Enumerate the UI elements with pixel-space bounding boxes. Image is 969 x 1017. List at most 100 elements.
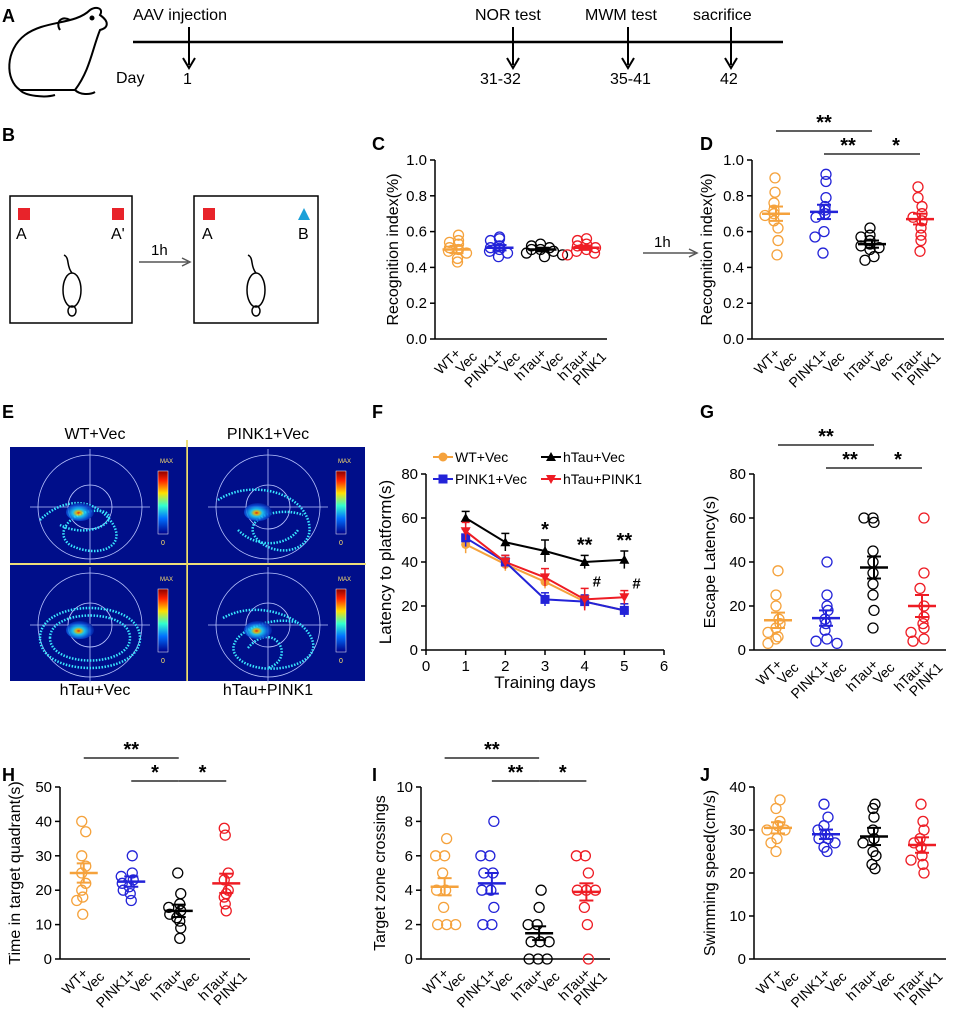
data-point xyxy=(218,822,230,834)
timeline-event-label: NOR test xyxy=(475,7,541,24)
swim-trajectory xyxy=(38,606,142,670)
data-point xyxy=(771,249,783,261)
y-tick-label: 80 xyxy=(401,466,418,483)
arena-box-2 xyxy=(193,195,319,324)
heat-hotspot xyxy=(244,503,272,521)
panel-label: D xyxy=(700,134,713,154)
significance-label: # xyxy=(632,576,641,593)
heatmap-title: hTau+PINK1 xyxy=(223,682,313,699)
y-tick-label: 1.0 xyxy=(723,152,744,169)
heat-colorbar xyxy=(157,588,169,653)
swim-trajectory xyxy=(39,501,118,553)
data-point xyxy=(818,798,830,810)
y-tick-label: 0.6 xyxy=(723,224,744,241)
data-point xyxy=(492,251,505,263)
data-point xyxy=(76,815,88,828)
data-point xyxy=(218,874,230,886)
swim-trajectory xyxy=(217,488,311,552)
colorbar-max-label: MAX xyxy=(160,459,173,465)
panel-e: E MAX0WT+VecMAX0PINK1+VecMAX0hTau+VecMAX… xyxy=(2,402,366,699)
data-point xyxy=(76,884,88,896)
y-tick-label: 0.4 xyxy=(406,259,427,276)
panel-label: F xyxy=(372,402,383,422)
y-tick-label: 0.8 xyxy=(723,188,744,205)
data-point xyxy=(912,181,924,193)
data-point xyxy=(916,200,928,213)
data-point xyxy=(484,234,497,247)
data-point xyxy=(77,908,89,920)
timeline-arrowhead-icon xyxy=(506,57,520,70)
data-point xyxy=(810,211,822,223)
data-point xyxy=(543,936,555,948)
data-point xyxy=(768,197,780,209)
data-point xyxy=(436,867,449,879)
y-tick-label: 0 xyxy=(410,642,418,659)
data-point xyxy=(476,884,488,896)
data-point xyxy=(76,850,88,862)
x-axis-label: Training days xyxy=(494,673,595,692)
y-axis-label: Latency to platform(s) xyxy=(376,480,395,644)
timeline-day-value: 35-41 xyxy=(610,71,651,88)
data-point xyxy=(80,826,92,838)
panel-label-e: E xyxy=(2,402,14,422)
object-square-a-prime xyxy=(112,208,124,220)
timeline-arrowhead-icon xyxy=(724,57,738,70)
heat-hotspot xyxy=(244,621,272,639)
data-point xyxy=(915,234,927,247)
data-point xyxy=(768,204,780,216)
data-point xyxy=(869,863,881,875)
y-tick-label: 0.2 xyxy=(406,295,427,312)
series-marker xyxy=(540,546,550,555)
data-point xyxy=(451,256,464,268)
data-point xyxy=(867,622,879,634)
y-tick-label: 0.0 xyxy=(406,331,427,348)
panel-label-b: B xyxy=(2,125,15,145)
series-marker xyxy=(540,573,550,583)
y-tick-label: 60 xyxy=(401,510,418,527)
data-point xyxy=(867,802,879,815)
data-point xyxy=(589,884,602,896)
data-point xyxy=(581,918,594,931)
x-tick-label: 4 xyxy=(580,658,588,675)
data-point xyxy=(770,600,782,612)
y-tick-label: 40 xyxy=(401,554,418,571)
data-point xyxy=(821,845,833,858)
significance-label: * xyxy=(151,762,159,784)
y-tick-label: 4 xyxy=(405,882,413,899)
data-point xyxy=(561,249,574,261)
y-axis-label: Escape Latency(s) xyxy=(702,496,719,629)
panel-label: J xyxy=(700,765,710,785)
data-point xyxy=(821,633,833,645)
data-point xyxy=(772,565,784,577)
data-point xyxy=(868,604,880,617)
y-tick-label: 6 xyxy=(405,848,413,865)
series-marker xyxy=(619,593,630,603)
data-point xyxy=(772,234,784,247)
object-label-b: B xyxy=(298,226,309,243)
data-point xyxy=(579,850,592,862)
data-point xyxy=(770,589,782,601)
data-point xyxy=(437,901,450,914)
y-axis-label: Swimming speed(cm/s) xyxy=(702,790,719,956)
data-point xyxy=(440,918,453,931)
data-point xyxy=(523,953,535,965)
data-point xyxy=(440,832,453,845)
data-point xyxy=(769,186,781,198)
series-marker xyxy=(500,537,511,547)
data-point xyxy=(174,932,186,945)
y-axis-label: Time in target quadrant(s) xyxy=(7,781,24,964)
series-marker xyxy=(619,605,629,615)
data-point xyxy=(77,891,89,903)
data-point xyxy=(809,231,821,243)
heatmap-background xyxy=(10,447,187,563)
data-point xyxy=(116,877,128,889)
y-tick-label: 0 xyxy=(44,951,52,968)
data-point xyxy=(918,622,930,634)
heatmap-title: WT+Vec xyxy=(65,426,126,443)
data-point xyxy=(172,867,184,879)
chart-panel-f: F 0 20 40 60 80 0 1 2 3 4 5 6 Training days Latency to… xyxy=(372,402,668,692)
data-point xyxy=(484,850,496,862)
data-point xyxy=(917,815,929,828)
panel-label: H xyxy=(2,765,15,785)
